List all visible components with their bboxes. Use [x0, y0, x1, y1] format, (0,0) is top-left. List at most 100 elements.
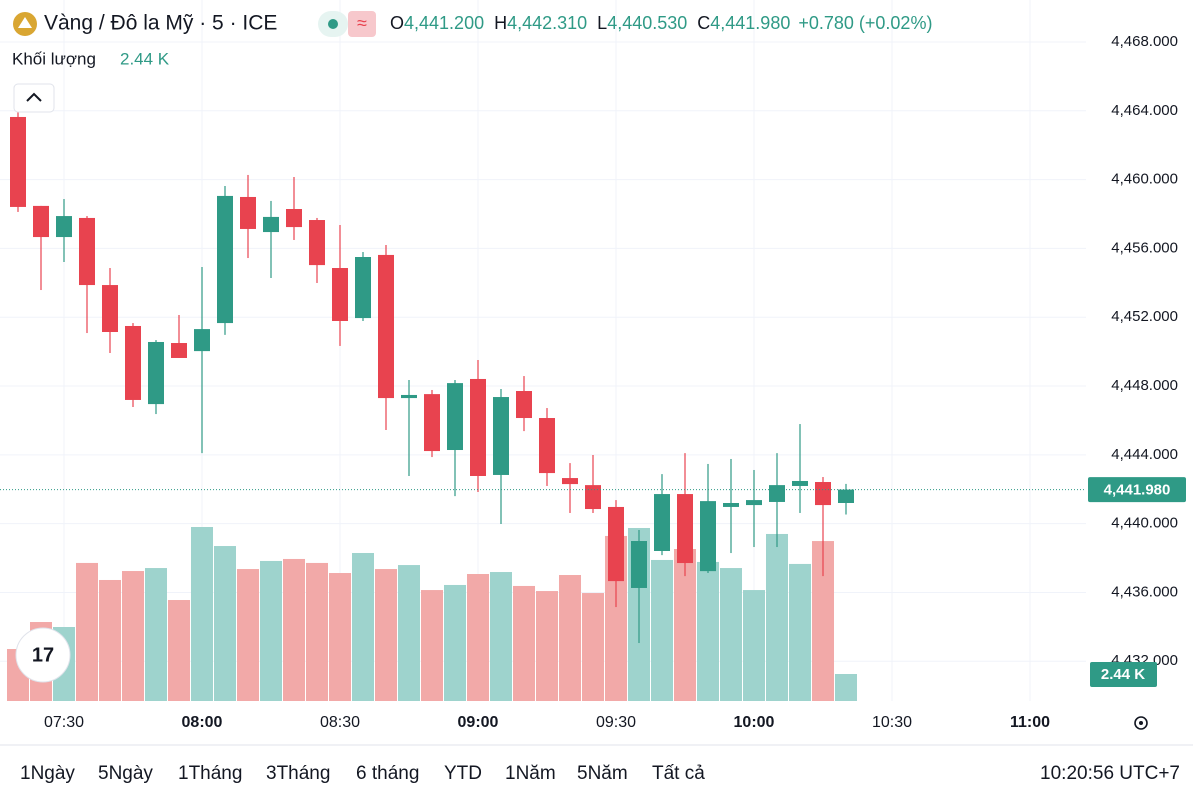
last-price-badge — [1088, 477, 1186, 503]
candle-body — [539, 418, 555, 474]
x-tick-label: 08:30 — [320, 714, 360, 731]
candle-body — [148, 341, 164, 405]
candle-body — [608, 506, 624, 582]
ohlc-letter: H — [494, 13, 507, 33]
ohlc-value: 4,441.980 — [710, 13, 790, 33]
volume-bar — [99, 579, 121, 701]
settings-icon[interactable] — [1134, 716, 1148, 730]
collapse-icon — [26, 92, 42, 102]
last-price-label: 4,441.980 — [1104, 482, 1171, 499]
candle-body — [10, 116, 26, 207]
range-button[interactable]: 6 tháng — [356, 763, 419, 784]
tv-logo[interactable] — [15, 627, 71, 683]
candle-body — [654, 494, 670, 551]
candle-body — [263, 216, 279, 233]
y-tick-label: 4,460.000 — [1111, 171, 1178, 188]
volume-bar — [168, 600, 190, 701]
candle-body — [792, 480, 808, 486]
candle-body — [240, 196, 256, 229]
volume-bar — [835, 674, 857, 701]
volume-bar — [375, 569, 397, 701]
candles — [10, 111, 854, 644]
candle-body — [286, 209, 302, 228]
candle-body — [355, 257, 371, 319]
ohlc-letter: O — [390, 13, 404, 33]
volume-bar — [467, 574, 489, 701]
volume-badge — [1090, 662, 1157, 688]
settings-icon-center — [1139, 721, 1143, 725]
candle-body — [56, 216, 72, 238]
volume-bar — [398, 565, 420, 701]
volume-bar — [674, 549, 696, 701]
candle-body — [769, 485, 785, 502]
volume-bar — [559, 575, 581, 701]
volume-bar — [260, 560, 282, 701]
y-tick-label: 4,448.000 — [1111, 377, 1178, 394]
candle-body — [79, 217, 95, 286]
ohlc-letter: C — [697, 13, 710, 33]
range-button[interactable]: 3Tháng — [266, 763, 330, 784]
delayed-badge[interactable] — [348, 11, 376, 37]
x-tick-label: 07:30 — [44, 714, 84, 731]
y-tick-label: 4,456.000 — [1111, 239, 1178, 256]
candle-body — [815, 482, 831, 506]
candle-body — [470, 378, 486, 476]
range-button[interactable]: YTD — [444, 763, 482, 784]
candle-body — [378, 254, 394, 399]
candle-body — [493, 397, 509, 475]
candle-body — [194, 329, 210, 352]
volume-bar — [122, 571, 144, 701]
volume-bar — [145, 568, 167, 701]
range-button[interactable]: 5Năm — [577, 763, 628, 784]
y-tick-label: 4,444.000 — [1111, 446, 1178, 463]
range-button[interactable]: Tất cả — [652, 763, 705, 784]
tv-logo-mark: 17 — [32, 644, 54, 666]
candle-body — [723, 502, 739, 507]
volume-badge-label: 2.44 K — [1101, 666, 1145, 683]
x-tick-label: 10:00 — [734, 714, 775, 731]
candle-body — [171, 343, 187, 358]
candle-body — [102, 285, 118, 333]
y-tick-label: 4,436.000 — [1111, 583, 1178, 600]
ohlc-value: 4,442.310 — [507, 13, 587, 33]
candle-body — [838, 489, 854, 503]
candle-body — [217, 195, 233, 324]
y-tick-label: 4,440.000 — [1111, 515, 1178, 532]
symbol-icon-mark — [18, 17, 32, 28]
volume-bar — [651, 559, 673, 701]
volume-bar — [766, 533, 788, 701]
collapse-button[interactable] — [13, 83, 55, 113]
volume-value: 2.44 K — [120, 49, 170, 68]
y-tick-label: 4,464.000 — [1111, 102, 1178, 119]
volume-bar — [812, 541, 834, 701]
candle-body — [677, 494, 693, 564]
candle-body — [33, 205, 49, 238]
volume-bar — [237, 569, 259, 701]
range-button[interactable]: 1Năm — [505, 763, 556, 784]
candle-body — [447, 383, 463, 451]
y-tick-label: 4,468.000 — [1111, 33, 1178, 50]
volume-bar — [513, 585, 535, 701]
candle-body — [424, 394, 440, 452]
volume-bar — [490, 572, 512, 701]
volume-bar — [789, 563, 811, 701]
volume-bar — [720, 568, 742, 701]
ohlc-legend: O4,441.200 H4,442.310 L4,440.530 C4,441.980… — [390, 13, 932, 33]
range-button[interactable]: 5Ngày — [98, 763, 153, 784]
x-tick-label: 08:00 — [182, 714, 223, 731]
volume-title: Khối lượng — [12, 49, 96, 68]
symbol-title[interactable]: Vàng / Đô la Mỹ · 5 · ICE — [44, 12, 277, 35]
y-tick-label: 4,452.000 — [1111, 308, 1178, 325]
range-button[interactable]: 1Ngày — [20, 763, 75, 784]
volume-pane — [7, 527, 857, 701]
candle-body — [746, 500, 762, 506]
range-button[interactable]: 1Tháng — [178, 763, 242, 784]
delayed-icon: ≈ — [357, 13, 367, 33]
volume-bar — [697, 561, 719, 701]
volume-bar — [214, 546, 236, 701]
volume-bar — [444, 584, 466, 701]
candle-body — [700, 501, 716, 572]
x-tick-label: 09:30 — [596, 714, 636, 731]
